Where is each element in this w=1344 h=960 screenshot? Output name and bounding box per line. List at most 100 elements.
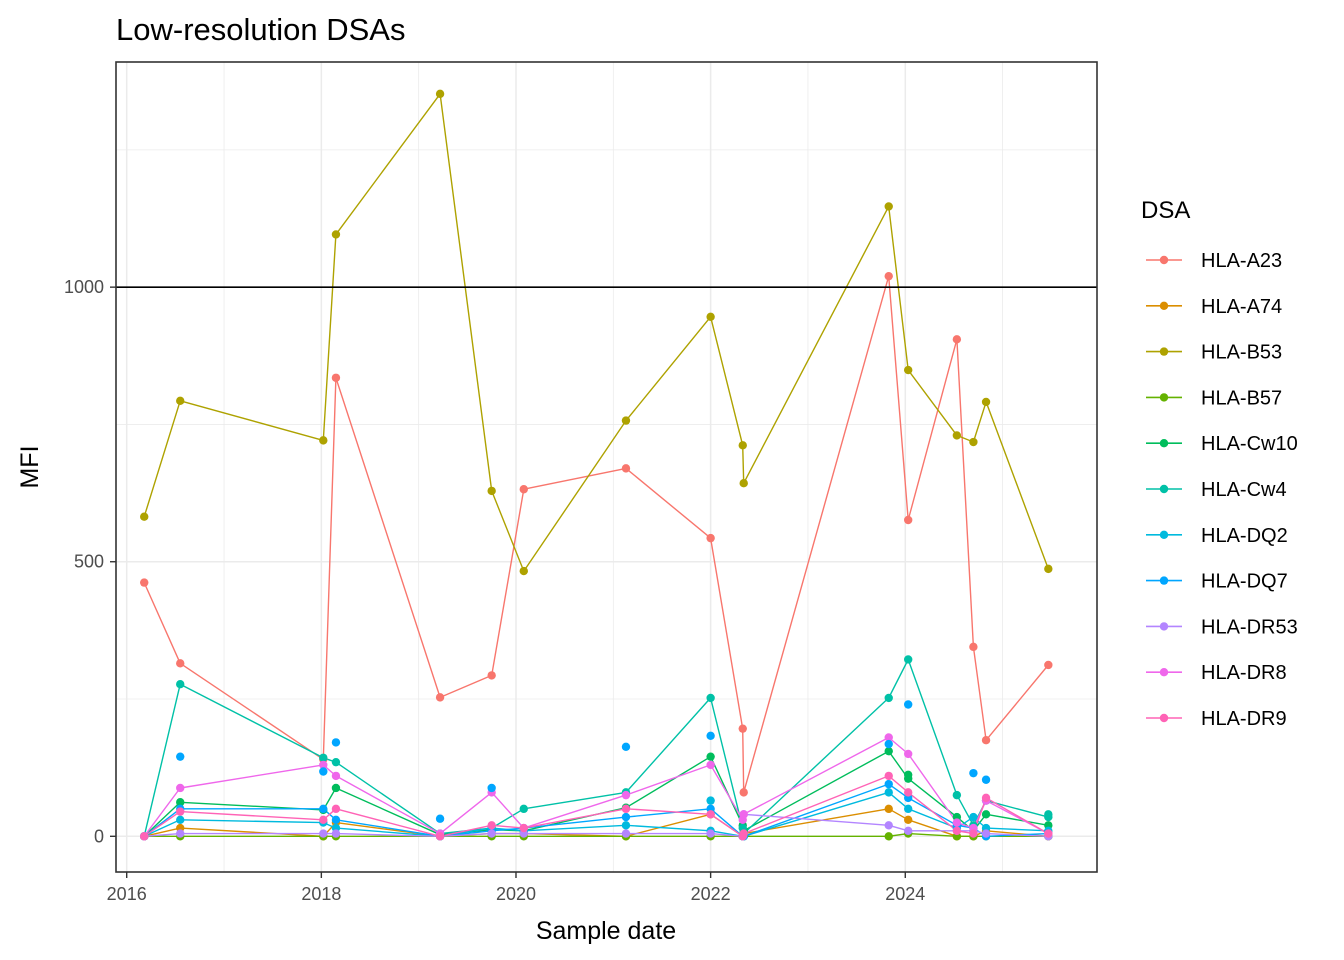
- legend-label: HLA-DR9: [1201, 708, 1287, 730]
- legend-key-point: [1159, 393, 1169, 402]
- data-point-hla-dq7: [981, 775, 991, 784]
- data-point-hla-dq7: [331, 738, 341, 747]
- data-point-hla-a23: [331, 373, 341, 382]
- data-point-hla-dr9: [519, 823, 528, 833]
- data-point-hla-dr9: [981, 793, 991, 803]
- data-point-hla-a23: [884, 271, 893, 281]
- data-point-hla-dq7: [176, 752, 185, 761]
- data-point-hla-dr8: [903, 749, 913, 759]
- data-point-hla-dq7: [487, 783, 496, 793]
- data-point-hla-cw4: [176, 679, 185, 689]
- data-point-hla-a23: [487, 671, 496, 680]
- legend-key-point: [1159, 576, 1169, 585]
- data-point-hla-b53: [884, 202, 893, 211]
- data-point-hla-b53: [487, 486, 496, 496]
- data-point-hla-cw10: [981, 810, 991, 819]
- data-point-hla-dr8: [884, 733, 893, 742]
- data-point-hla-dr9: [969, 829, 978, 838]
- data-point-hla-b53: [706, 312, 715, 322]
- data-point-hla-b53: [969, 437, 978, 447]
- data-point-hla-dr8: [176, 783, 185, 793]
- data-point-hla-b53: [519, 566, 528, 576]
- y-tick-label: 1000: [64, 277, 104, 297]
- data-point-hla-dr9: [884, 771, 893, 781]
- legend-key-point: [1159, 668, 1169, 677]
- legend-label: HLA-A23: [1201, 250, 1282, 272]
- data-point-hla-dr8: [706, 760, 715, 770]
- data-point-hla-dr9: [952, 826, 962, 836]
- data-point-hla-a23: [738, 724, 747, 733]
- data-point-hla-a23: [981, 736, 991, 745]
- data-point-hla-dr9: [435, 832, 445, 841]
- data-point-hla-dq7: [903, 700, 913, 709]
- data-point-hla-b53: [739, 479, 748, 488]
- data-point-hla-dq7: [706, 731, 715, 741]
- data-point-hla-dr9: [621, 804, 631, 814]
- data-point-hla-a23: [140, 578, 149, 587]
- data-point-hla-dr53: [331, 829, 341, 838]
- series-line-hla-a74: [144, 808, 1049, 837]
- data-point-hla-b53: [319, 436, 328, 445]
- data-point-hla-a23: [969, 642, 978, 652]
- data-point-hla-b53: [903, 365, 913, 375]
- data-point-hla-a23: [176, 659, 185, 668]
- grid: [116, 62, 1097, 872]
- data-point-hla-dr9: [319, 815, 328, 825]
- legend-key-point: [1159, 622, 1169, 631]
- data-point-hla-dq2: [903, 804, 913, 814]
- data-point-hla-dq7: [319, 767, 328, 776]
- y-axis: 0 500 1000: [64, 277, 116, 846]
- chart-title: Low-resolution DSAs: [116, 12, 405, 47]
- legend-key-point: [1159, 713, 1169, 723]
- legend-label: HLA-DR53: [1201, 616, 1298, 638]
- data-point-hla-dr8: [621, 790, 631, 800]
- x-axis-title: Sample date: [536, 917, 676, 945]
- data-point-hla-dr9: [176, 807, 185, 816]
- data-point-hla-cw4: [519, 804, 528, 814]
- data-point-hla-a23: [952, 335, 962, 344]
- data-point-hla-a23: [1044, 660, 1053, 670]
- data-point-hla-dq2: [706, 796, 715, 805]
- legend-label: HLA-A74: [1201, 296, 1282, 318]
- legend-key-point: [1159, 530, 1169, 539]
- data-point-hla-b53: [738, 441, 747, 450]
- data-point-hla-cw10: [176, 798, 185, 807]
- data-point-hla-b53: [1044, 564, 1053, 574]
- x-tick-label: 2020: [496, 884, 536, 904]
- x-tick-label: 2018: [301, 884, 341, 904]
- data-point-hla-dq7: [621, 742, 631, 751]
- data-point-hla-dq2: [621, 821, 631, 830]
- data-point-hla-cw4: [1044, 810, 1053, 819]
- data-point-hla-dq2: [884, 788, 893, 797]
- legend-label: HLA-DR8: [1201, 662, 1287, 684]
- data-point-hla-cw4: [331, 757, 341, 767]
- data-point-hla-a23: [621, 464, 631, 473]
- data-point-hla-dr9: [1044, 829, 1053, 838]
- data-point-hla-dr8: [952, 818, 962, 827]
- series-line-hla-cw10: [143, 750, 1049, 837]
- data-point-hla-dr53: [176, 829, 185, 838]
- data-point-hla-cw10: [331, 783, 341, 793]
- data-point-hla-dr53: [884, 821, 893, 830]
- series-points: [140, 89, 1053, 841]
- data-point-hla-dr53: [487, 829, 496, 838]
- x-tick-label: 2022: [691, 884, 731, 904]
- data-point-hla-a23: [706, 533, 715, 543]
- legend-key-point: [1159, 255, 1169, 265]
- y-tick-label: 0: [94, 826, 104, 846]
- data-point-hla-dr53: [621, 829, 631, 838]
- data-point-hla-b53: [621, 416, 631, 425]
- data-point-hla-dq7: [884, 739, 893, 749]
- series-line-hla-a23: [143, 275, 1049, 794]
- data-point-hla-dr53: [903, 826, 913, 836]
- legend-key-point: [1159, 301, 1169, 310]
- data-point-hla-a23: [739, 788, 748, 797]
- x-tick-label: 2016: [107, 884, 147, 904]
- legend-label: HLA-DQ2: [1201, 525, 1288, 547]
- data-point-hla-cw4: [319, 753, 328, 762]
- legend-key-point: [1159, 439, 1169, 448]
- data-point-hla-dr8: [739, 810, 748, 819]
- data-point-hla-dr53: [706, 829, 715, 838]
- data-point-hla-dr9: [331, 804, 341, 814]
